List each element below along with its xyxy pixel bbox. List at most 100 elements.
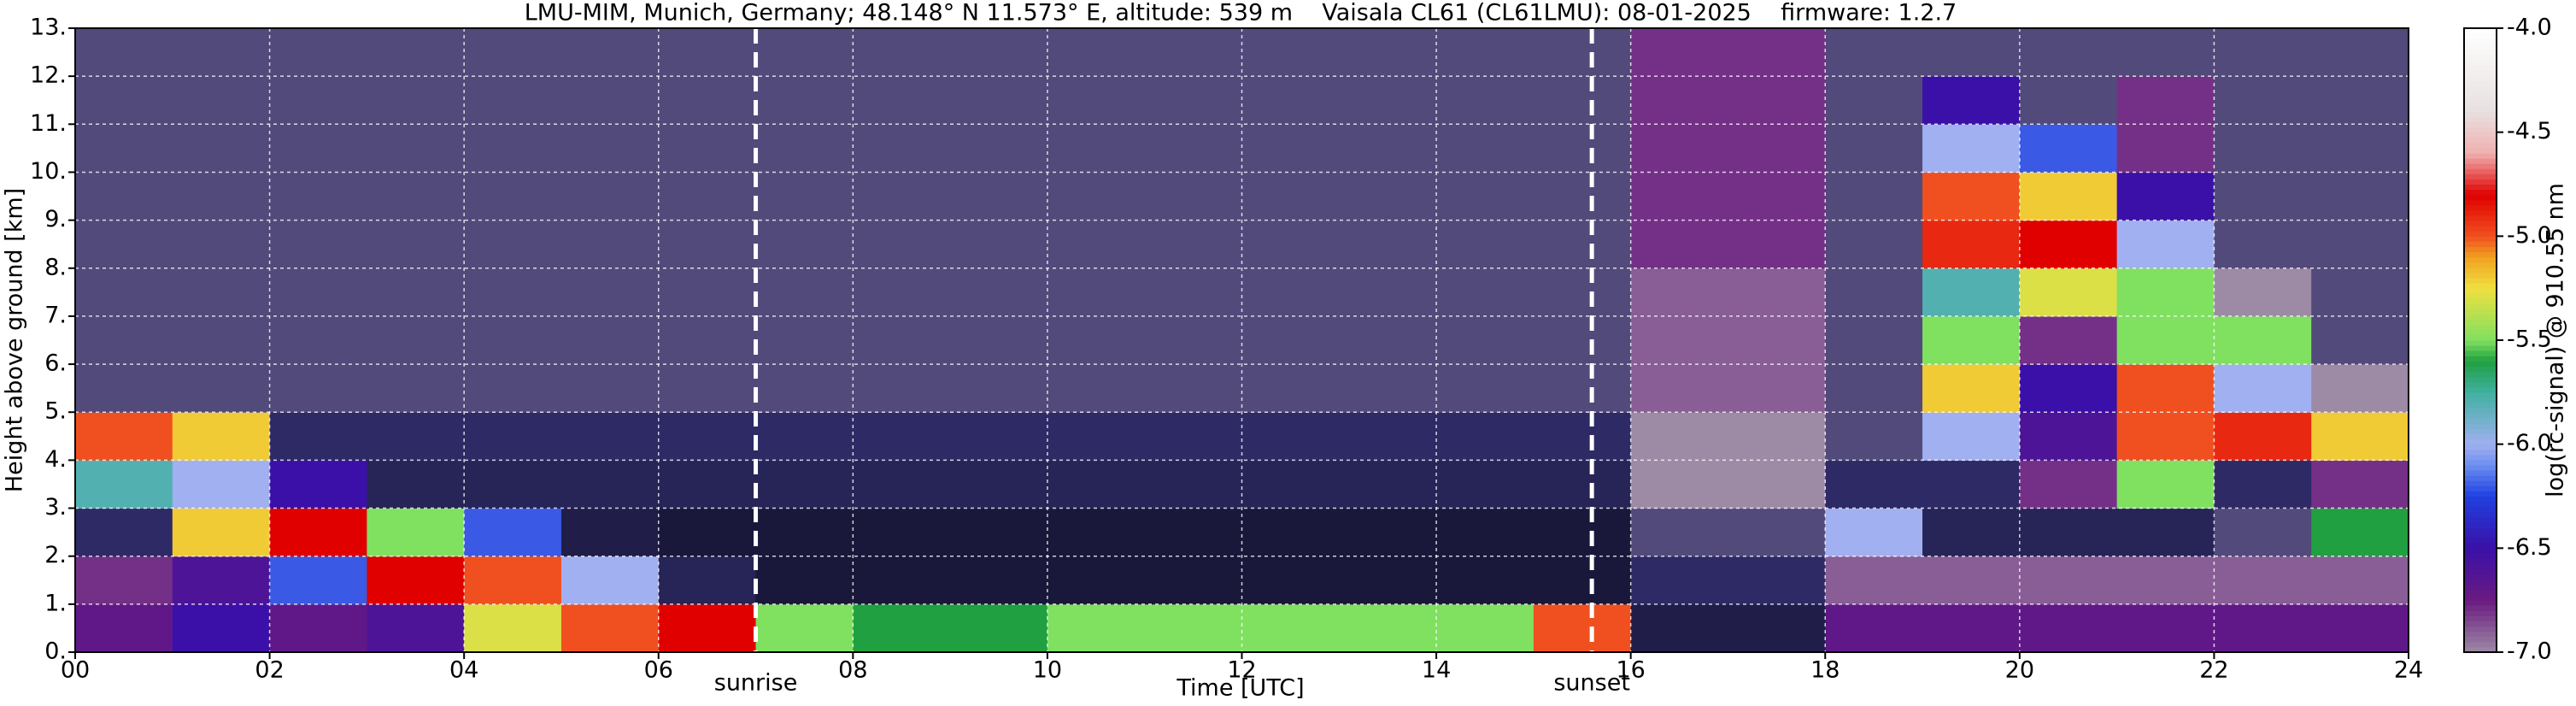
- heatmap-cell: [464, 508, 562, 557]
- heatmap-cell: [1728, 315, 1826, 365]
- heatmap-cell: [1728, 220, 1826, 269]
- heatmap-cell: [755, 556, 854, 605]
- heatmap-cell: [75, 315, 173, 365]
- heatmap-cell: [560, 364, 660, 413]
- heatmap-cell: [1922, 28, 2021, 77]
- heatmap-cell: [1630, 220, 1728, 269]
- colorbar-segment: [2464, 236, 2497, 242]
- heatmap-cell: [2214, 412, 2312, 461]
- colorbar-segment: [2464, 79, 2497, 86]
- heatmap-cell: [2116, 172, 2215, 221]
- colorbar-segment: [2464, 256, 2497, 263]
- colorbar-segment: [2464, 204, 2497, 211]
- colorbar-segment: [2464, 209, 2497, 216]
- heatmap-cell: [755, 315, 854, 365]
- heatmap-cell: [1922, 556, 2021, 605]
- colorbar-segment: [2464, 579, 2497, 585]
- heatmap-cell: [2019, 460, 2118, 509]
- heatmap-cell: [2116, 603, 2215, 653]
- heatmap-cell: [755, 172, 854, 221]
- heatmap-cell: [2214, 76, 2312, 125]
- colorbar-segment: [2464, 428, 2497, 434]
- heatmap-cell: [2116, 124, 2215, 173]
- heatmap-cell: [269, 603, 367, 653]
- event-label: sunset: [1553, 670, 1630, 697]
- colorbar-segment: [2464, 126, 2497, 133]
- heatmap-cell: [1241, 28, 1340, 77]
- heatmap-cell: [1436, 315, 1534, 365]
- heatmap-cell: [1533, 556, 1632, 605]
- heatmap-cell: [464, 124, 562, 173]
- colorbar-segment: [2464, 303, 2497, 309]
- x-tick-label: 24: [2394, 657, 2423, 684]
- heatmap-cell: [2311, 556, 2409, 605]
- heatmap-cell: [755, 508, 854, 557]
- colorbar-segment: [2464, 371, 2497, 378]
- heatmap-cell: [2214, 315, 2312, 365]
- colorbar-segment: [2464, 288, 2497, 294]
- colorbar-segment: [2464, 444, 2497, 450]
- colorbar-segment: [2464, 69, 2497, 76]
- heatmap-cell: [172, 508, 271, 557]
- colorbar-segment: [2464, 563, 2497, 570]
- x-tick-label: 08: [838, 657, 867, 684]
- colorbar-segment: [2464, 221, 2497, 227]
- y-tick-label: 11.: [30, 110, 67, 137]
- heatmap-cell: [1144, 76, 1242, 125]
- heatmap-cell: [755, 603, 854, 653]
- heatmap-cell: [1533, 268, 1632, 317]
- heatmap-cell: [853, 124, 951, 173]
- heatmap-cell: [1922, 412, 2021, 461]
- heatmap-cell: [464, 172, 562, 221]
- heatmap-cell: [1825, 172, 1923, 221]
- colorbar-segment: [2464, 350, 2497, 356]
- x-tick-label: 14: [1422, 657, 1451, 684]
- x-axis-label: Time [UTC]: [1176, 675, 1304, 702]
- colorbar-segment: [2464, 74, 2497, 81]
- heatmap-cell: [2019, 315, 2118, 365]
- heatmap-cell: [172, 315, 271, 365]
- heatmap-cell: [1630, 315, 1728, 365]
- heatmap-cell: [75, 508, 173, 557]
- heatmap-cell: [172, 28, 271, 77]
- colorbar-segment: [2464, 631, 2497, 638]
- colorbar-segment: [2464, 397, 2497, 403]
- heatmap-cell: [1922, 603, 2021, 653]
- heatmap-cell: [1339, 315, 1437, 365]
- heatmap-cell: [75, 76, 173, 125]
- heatmap-cell: [75, 124, 173, 173]
- colorbar-segment: [2464, 85, 2497, 91]
- heatmap-cell: [1728, 603, 1826, 653]
- heatmap-cell: [172, 603, 271, 653]
- heatmap-cell: [2116, 315, 2215, 365]
- heatmap-cell: [1241, 556, 1340, 605]
- colorbar-segment: [2464, 465, 2497, 471]
- heatmap-cell: [367, 412, 465, 461]
- colorbar-segment: [2464, 189, 2497, 196]
- heatmap-cell: [1339, 460, 1437, 509]
- colorbar-segment: [2464, 33, 2497, 39]
- colorbar-segment: [2464, 44, 2497, 50]
- colorbar-segment: [2464, 54, 2497, 60]
- heatmap-cell: [75, 460, 173, 509]
- heatmap-cell: [950, 268, 1048, 317]
- heatmap-cell: [464, 315, 562, 365]
- heatmap-cell: [755, 460, 854, 509]
- heatmap-cell: [1144, 460, 1242, 509]
- heatmap-cell: [2311, 364, 2409, 413]
- heatmap-cell: [464, 412, 562, 461]
- heatmap-cell: [172, 268, 271, 317]
- heatmap-cell: [2116, 220, 2215, 269]
- heatmap-cell: [75, 556, 173, 605]
- heatmap-cell: [2311, 76, 2409, 125]
- heatmap-cell: [853, 460, 951, 509]
- heatmap-cell: [1728, 124, 1826, 173]
- colorbar-segment: [2464, 376, 2497, 383]
- colorbar-segment: [2464, 621, 2497, 627]
- heatmap-cell: [1533, 220, 1632, 269]
- heatmap-cell: [75, 220, 173, 269]
- heatmap-cell: [1436, 124, 1534, 173]
- heatmap-cell: [2214, 603, 2312, 653]
- heatmap-cell: [1241, 364, 1340, 413]
- heatmap-cell: [1533, 315, 1632, 365]
